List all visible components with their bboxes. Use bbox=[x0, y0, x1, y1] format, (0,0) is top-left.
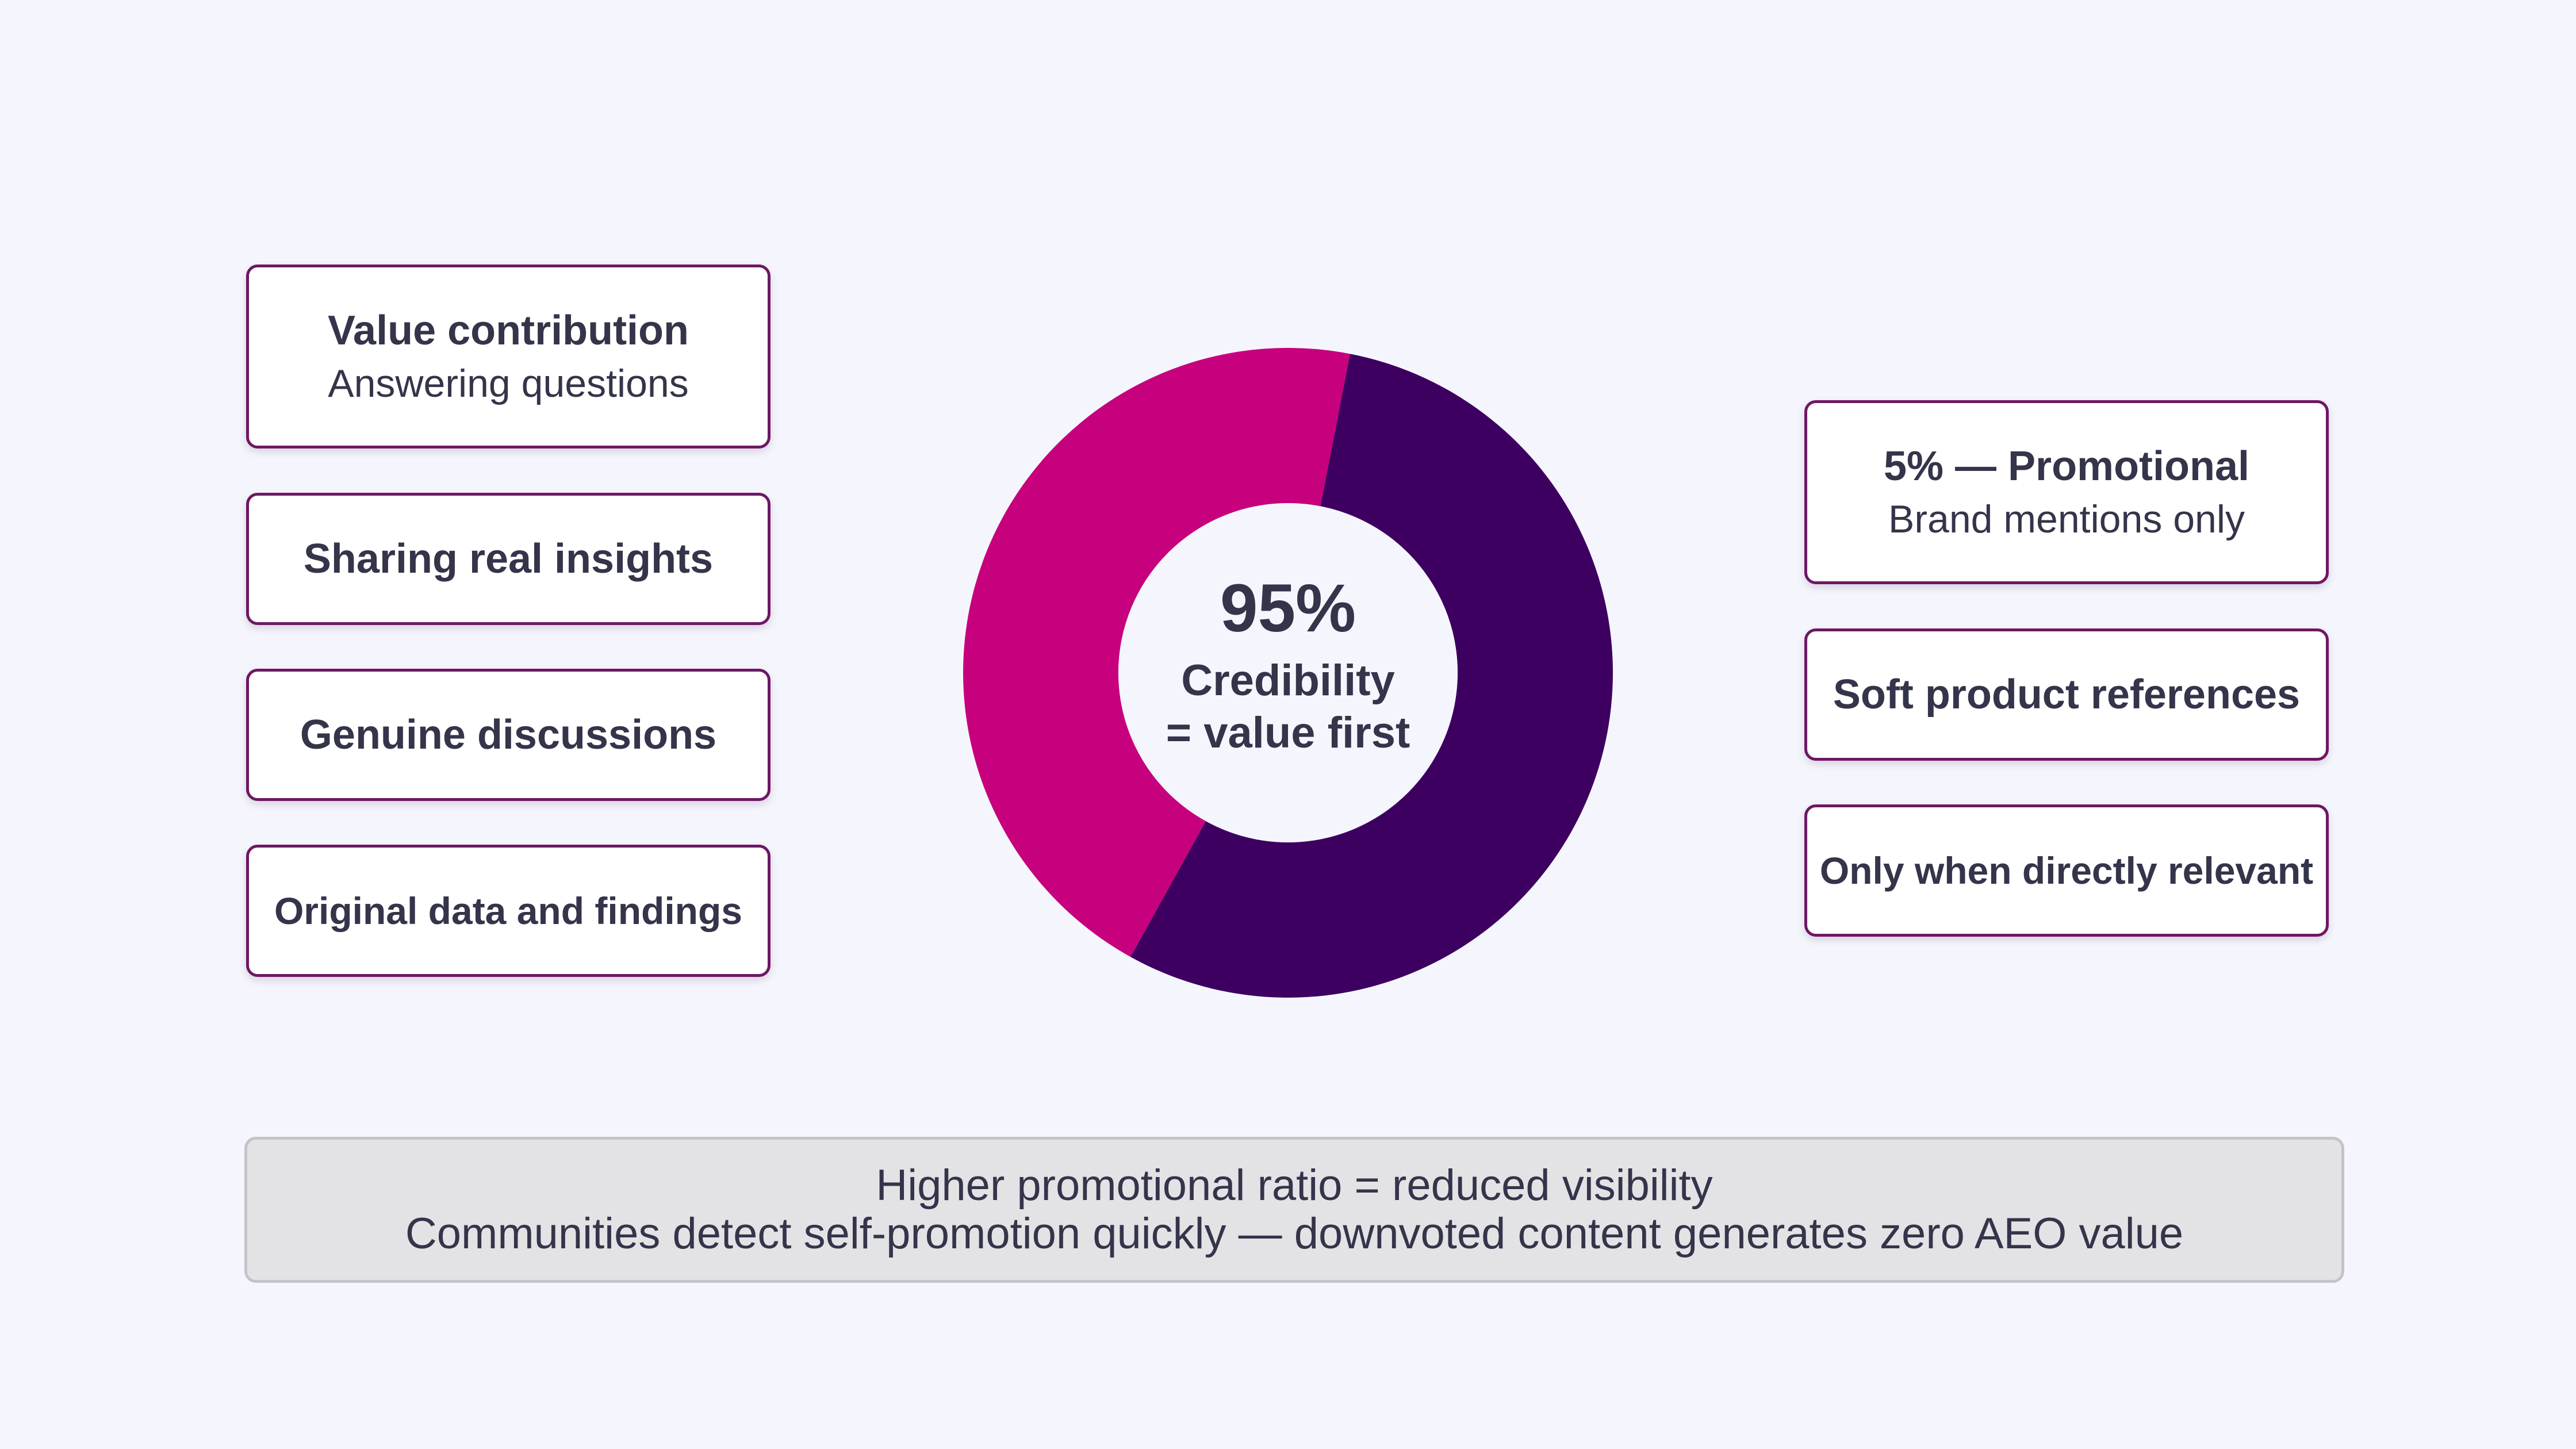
genuine-discussions-box: Genuine discussions bbox=[246, 669, 770, 801]
center-label-value-first: = value first bbox=[1166, 708, 1410, 757]
donut-chart bbox=[963, 348, 1613, 998]
sharing-insights-label: Sharing real insights bbox=[303, 536, 714, 582]
donut-slice-1 bbox=[963, 348, 1350, 957]
promotional-subtitle: Brand mentions only bbox=[1888, 497, 2245, 541]
soft-references-box: Soft product references bbox=[1804, 628, 2329, 761]
promotional-box: 5% — Promotional Brand mentions only bbox=[1804, 400, 2329, 584]
value-contribution-box: Value contribution Answering questions bbox=[246, 264, 770, 448]
donut-hole bbox=[1118, 503, 1458, 842]
footer-banner: Higher promotional ratio = reduced visib… bbox=[244, 1137, 2344, 1283]
directly-relevant-label: Only when directly relevant bbox=[1819, 849, 2314, 892]
genuine-discussions-label: Genuine discussions bbox=[300, 712, 717, 758]
sharing-insights-box: Sharing real insights bbox=[246, 493, 770, 625]
promotional-title: 5% — Promotional bbox=[1883, 443, 2250, 489]
footer-line-1: Higher promotional ratio = reduced visib… bbox=[876, 1161, 1713, 1210]
original-data-label: Original data and findings bbox=[274, 890, 743, 932]
directly-relevant-box: Only when directly relevant bbox=[1804, 804, 2329, 937]
center-percent: 95% bbox=[1220, 570, 1356, 646]
value-contribution-subtitle: Answering questions bbox=[328, 361, 689, 405]
donut-slice-0 bbox=[1130, 354, 1613, 998]
soft-references-label: Soft product references bbox=[1833, 672, 2301, 718]
footer-line-2: Communities detect self-promotion quickl… bbox=[405, 1209, 2184, 1258]
original-data-box: Original data and findings bbox=[246, 845, 770, 977]
value-contribution-title: Value contribution bbox=[327, 308, 689, 354]
center-label-credibility: Credibility bbox=[1181, 656, 1395, 705]
